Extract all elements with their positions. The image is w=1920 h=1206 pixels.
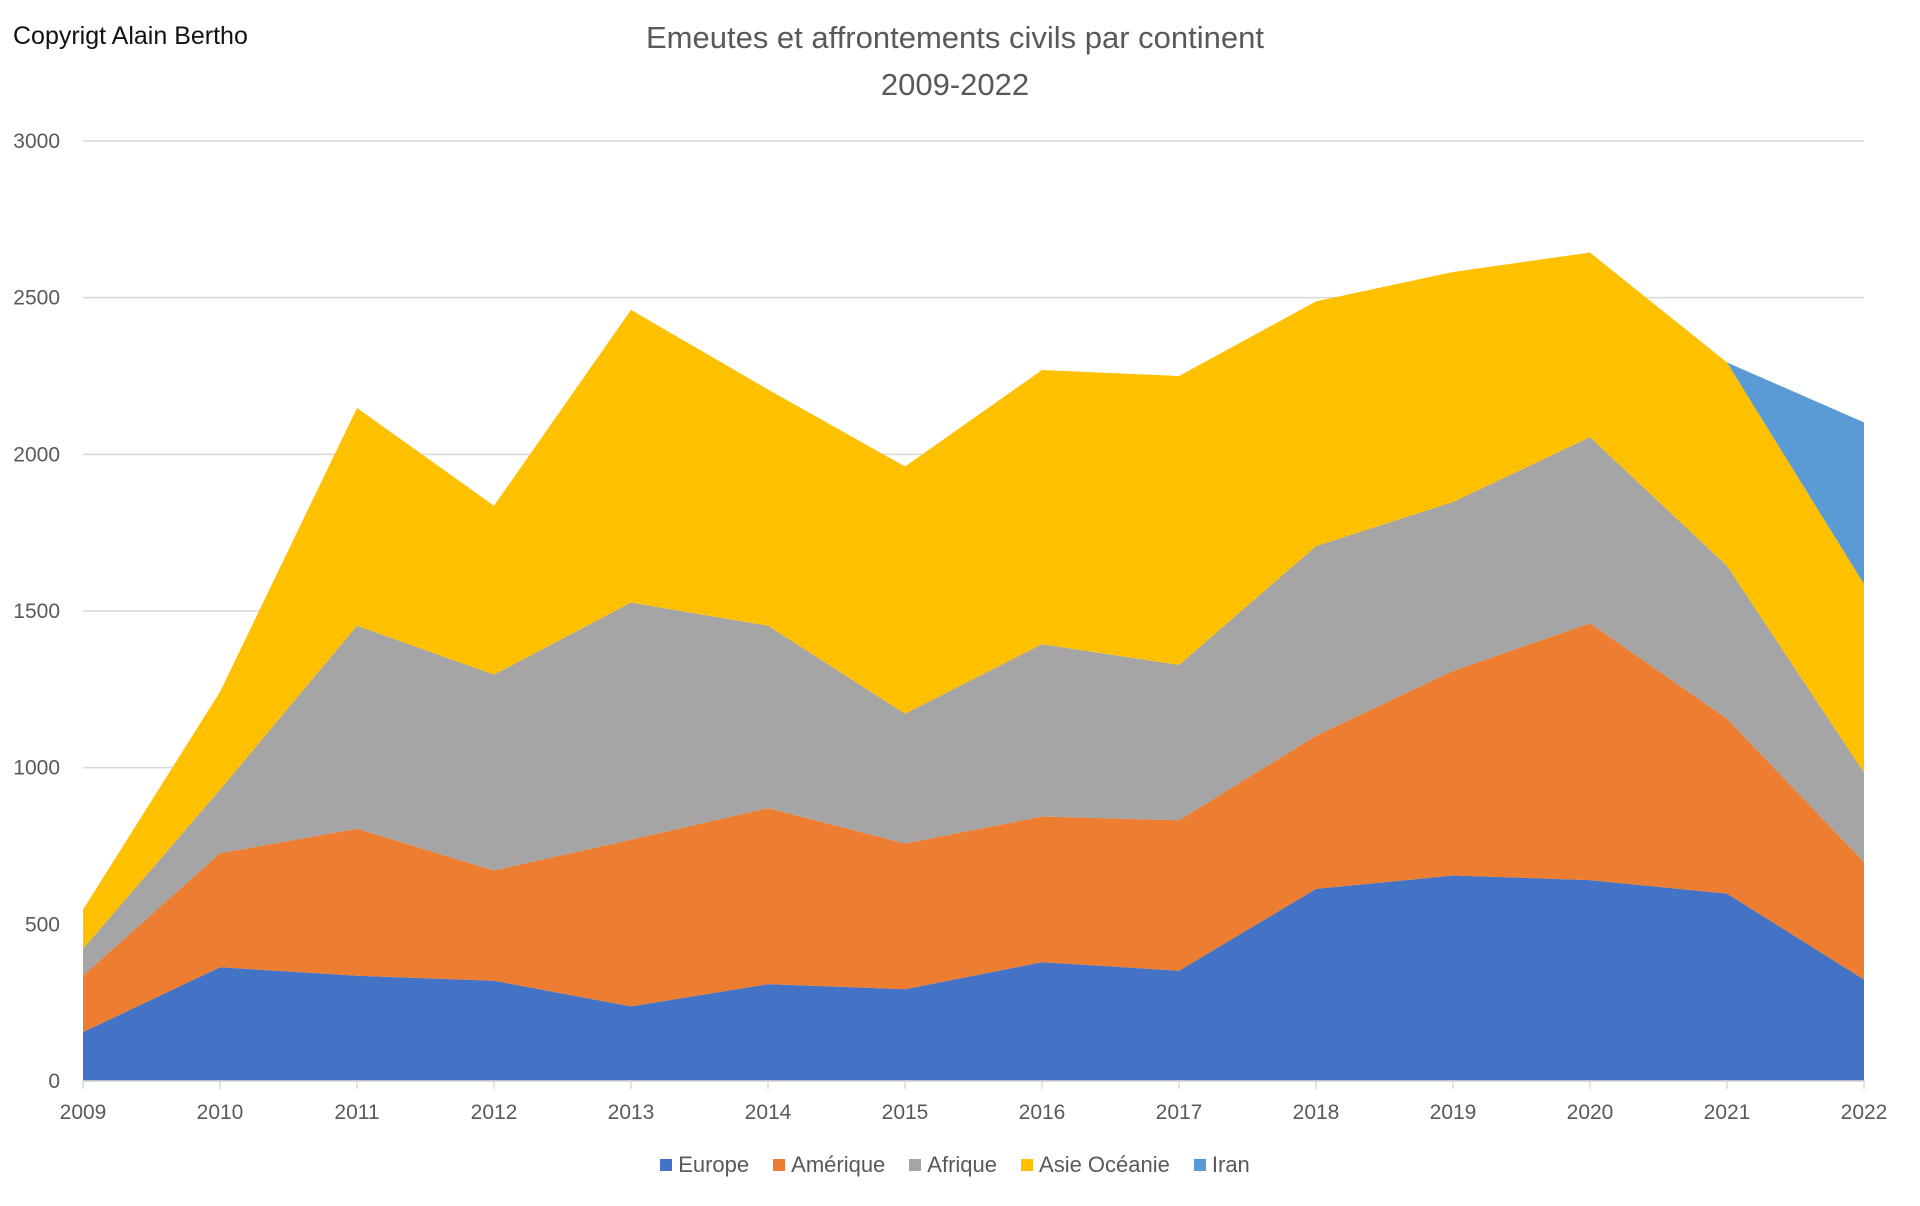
legend-swatch xyxy=(1193,1159,1206,1171)
x-tick-label: 2017 xyxy=(1156,1101,1203,1124)
legend-item: Europe xyxy=(660,1152,749,1178)
legend-label: Iran xyxy=(1211,1152,1250,1177)
x-tick-label: 2015 xyxy=(882,1101,929,1124)
x-tick-label: 2020 xyxy=(1567,1101,1614,1124)
area-asie-océanie xyxy=(83,252,1864,949)
y-tick-label: 1500 xyxy=(13,600,60,623)
legend-item: Afrique xyxy=(909,1152,997,1178)
x-tick-label: 2014 xyxy=(745,1101,792,1124)
x-tick-label: 2021 xyxy=(1704,1101,1751,1124)
legend-label: Amérique xyxy=(791,1152,886,1177)
chart-title: Emeutes et affrontements civils par cont… xyxy=(645,20,1265,55)
legend-swatch xyxy=(1021,1159,1034,1171)
legend-swatch xyxy=(773,1159,786,1171)
legend-item: Iran xyxy=(1193,1152,1250,1178)
legend-label: Afrique xyxy=(927,1152,998,1177)
legend-item: Amérique xyxy=(773,1152,885,1178)
legend: Europe Amérique Afrique Asie Océanie Iran xyxy=(0,1152,1910,1178)
area-amérique xyxy=(83,623,1864,1033)
x-tick-label: 2011 xyxy=(334,1101,379,1124)
x-tick-label: 2013 xyxy=(608,1101,655,1124)
chart-subtitle: 2009-2022 xyxy=(880,67,1030,102)
legend-item: Asie Océanie xyxy=(1021,1152,1170,1178)
y-tick-label: 0 xyxy=(48,1070,60,1093)
copyright-text: Copyrigt Alain Bertho xyxy=(13,22,248,50)
x-tick-label: 2009 xyxy=(60,1101,107,1124)
x-tick-label: 2018 xyxy=(1293,1101,1340,1124)
x-tick-label: 2010 xyxy=(197,1101,244,1124)
legend-swatch xyxy=(660,1159,673,1171)
y-tick-label: 500 xyxy=(25,913,60,936)
x-tick-label: 2022 xyxy=(1841,1101,1888,1124)
area-europe xyxy=(83,875,1864,1081)
y-tick-label: 1000 xyxy=(13,757,60,780)
y-tick-label: 2000 xyxy=(13,443,60,466)
x-tick-label: 2012 xyxy=(471,1101,518,1124)
area-afrique xyxy=(83,437,1864,976)
y-tick-label: 2500 xyxy=(13,287,60,310)
x-tick-label: 2016 xyxy=(1019,1101,1066,1124)
y-tick-label: 3000 xyxy=(13,130,60,153)
legend-label: Asie Océanie xyxy=(1039,1152,1170,1177)
legend-swatch xyxy=(909,1159,922,1171)
x-tick-label: 2019 xyxy=(1430,1101,1477,1124)
legend-label: Europe xyxy=(678,1152,750,1177)
